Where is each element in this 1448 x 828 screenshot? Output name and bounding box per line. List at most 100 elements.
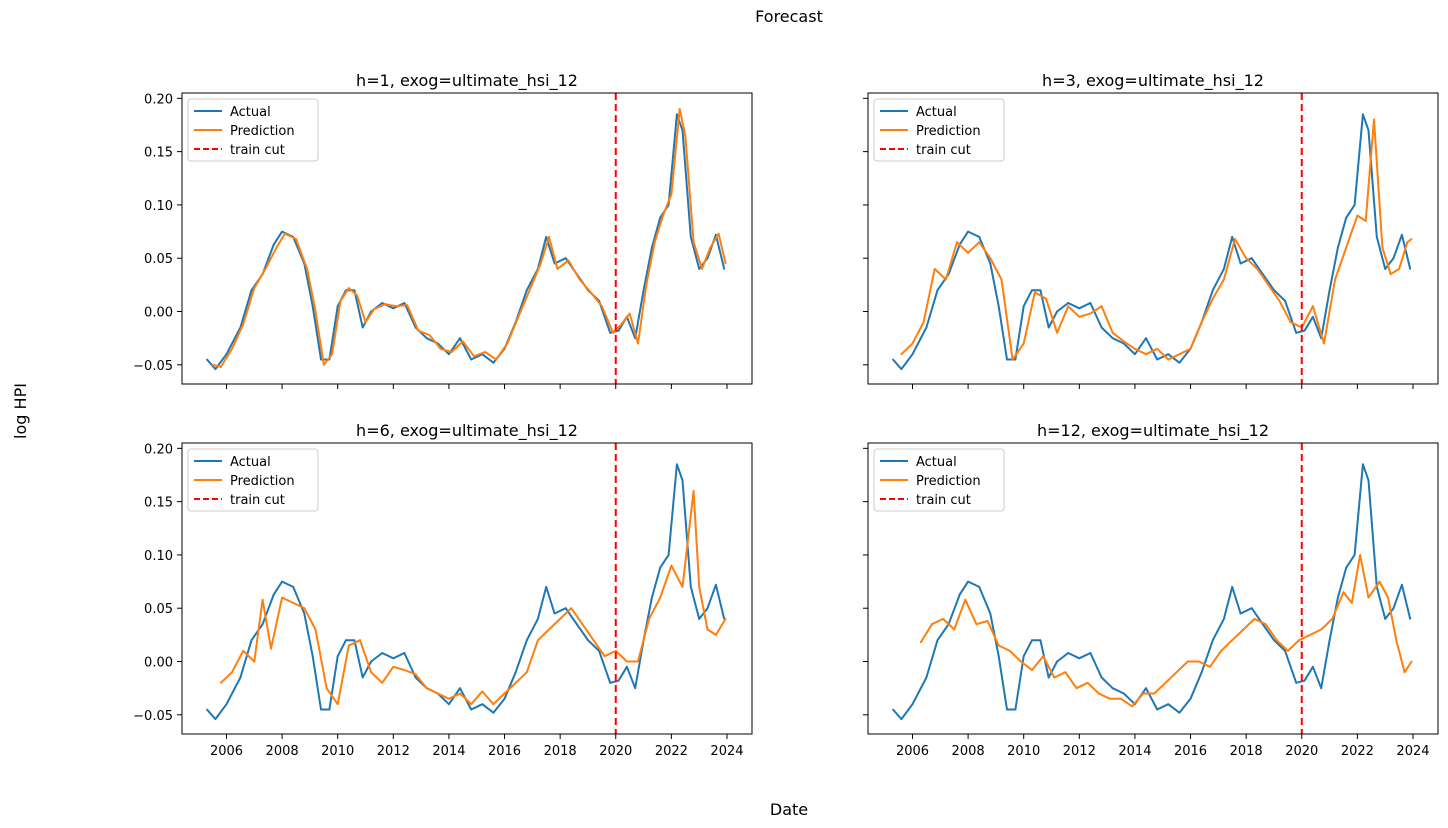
series-prediction-point: [670, 193, 673, 196]
series-prediction-point: [548, 236, 550, 238]
series-prediction-point: [1031, 669, 1033, 671]
series-actual-point: [651, 596, 653, 599]
series-prediction-point: [537, 639, 539, 642]
legend: Actual Prediction train cut: [873, 448, 1005, 512]
series-actual-point: [617, 329, 620, 332]
series-prediction-point: [525, 671, 528, 674]
series-actual-point: [989, 262, 992, 265]
series-prediction-point: [503, 692, 506, 695]
series-actual-point: [1392, 257, 1395, 260]
series-prediction-point: [1089, 312, 1092, 315]
series-prediction-point: [1186, 660, 1189, 663]
series-prediction-point: [698, 586, 701, 588]
series-actual-point: [1231, 586, 1234, 588]
series-actual-point: [1362, 463, 1364, 466]
series-prediction-point: [514, 681, 517, 684]
series-actual-point: [659, 566, 662, 569]
series-prediction-point: [1223, 278, 1225, 281]
series-actual-point: [1014, 358, 1017, 361]
series-actual-point: [676, 113, 678, 116]
series-prediction-point: [975, 623, 978, 626]
series-actual-point: [381, 652, 384, 654]
series-prediction-point: [701, 268, 703, 270]
series-prediction-point: [1298, 639, 1300, 642]
series-prediction-point: [242, 650, 245, 652]
series-prediction-point: [528, 289, 531, 292]
series-actual-point: [370, 660, 372, 663]
series-actual-point: [900, 718, 903, 720]
series-actual-point: [1328, 289, 1331, 292]
series-actual-point: [1409, 618, 1412, 620]
series-actual-point: [1039, 289, 1042, 292]
series-prediction-point: [567, 259, 570, 262]
legend-label: Actual: [230, 455, 271, 470]
series-actual-point: [978, 236, 981, 238]
series-actual-point: [1089, 302, 1092, 304]
series-actual-point: [1345, 566, 1348, 569]
series-prediction-point: [614, 650, 617, 652]
series-actual-point: [978, 586, 981, 588]
series-prediction-point: [919, 641, 922, 644]
series-prediction-point: [220, 366, 222, 368]
series-prediction-point: [900, 353, 903, 356]
series-actual-point: [225, 703, 228, 706]
series-prediction-point: [1278, 300, 1281, 302]
series-actual-point: [1273, 639, 1275, 642]
series-prediction-point: [242, 323, 245, 326]
x-tick-label: 2024: [710, 744, 743, 759]
series-actual-point: [206, 358, 208, 361]
y-tick-label: 0.15: [144, 496, 173, 511]
series-actual-point: [1375, 236, 1378, 238]
series-actual-point: [1145, 687, 1147, 690]
series-prediction-point: [1167, 358, 1170, 361]
series-actual-point: [1295, 681, 1298, 684]
subplot-title: h=3, exog=ultimate_hsi_12: [1042, 71, 1264, 91]
series-prediction-point: [481, 690, 484, 693]
series-prediction-point: [211, 363, 214, 366]
series-prediction-point: [373, 308, 375, 311]
series-actual-point: [1200, 671, 1203, 674]
series-actual-point: [1022, 305, 1025, 308]
series-prediction-point: [1056, 331, 1058, 334]
series-actual-point: [997, 655, 1000, 658]
series-actual-point: [1239, 262, 1242, 265]
series-prediction-point: [414, 673, 417, 676]
series-actual-point: [1022, 655, 1025, 658]
series-prediction-point: [578, 278, 581, 281]
series-prediction-point: [1264, 623, 1267, 626]
series-actual-point: [587, 639, 589, 642]
series-prediction-point: [1078, 315, 1081, 318]
series-actual-point: [1156, 708, 1159, 711]
series-prediction-point: [539, 262, 542, 265]
series-actual-point: [503, 697, 506, 700]
series-prediction-point: [403, 669, 406, 671]
series-actual-point: [1345, 216, 1348, 219]
y-tick-label: 0.20: [144, 442, 173, 457]
series-prediction-point: [1200, 321, 1203, 324]
series-actual-point: [1111, 687, 1114, 690]
series-actual-point: [659, 216, 662, 219]
series-actual-point: [989, 612, 992, 615]
series-actual-point: [1078, 307, 1081, 310]
series-actual-point: [448, 353, 450, 356]
series-actual-point: [206, 708, 208, 711]
series-prediction-point: [473, 355, 475, 358]
series-actual-point: [1384, 618, 1387, 620]
series-prediction-point: [637, 660, 639, 663]
series-actual-point: [459, 337, 461, 340]
series-prediction-point: [1000, 278, 1003, 281]
series-prediction-point: [1342, 591, 1345, 594]
series-actual-point: [1189, 697, 1192, 700]
series-actual-point: [723, 268, 726, 270]
series-actual-point: [715, 233, 717, 236]
series-actual-point: [1409, 268, 1412, 270]
series-actual-point: [617, 679, 620, 682]
series-prediction-point: [1287, 650, 1289, 652]
series-prediction: [220, 490, 727, 706]
series-prediction-point: [1042, 655, 1045, 658]
series-actual-point: [1067, 302, 1070, 304]
series-actual-point: [1223, 618, 1225, 620]
series-actual-point: [250, 639, 253, 642]
series-actual-point: [1250, 257, 1253, 260]
series-prediction-point: [1381, 246, 1384, 249]
